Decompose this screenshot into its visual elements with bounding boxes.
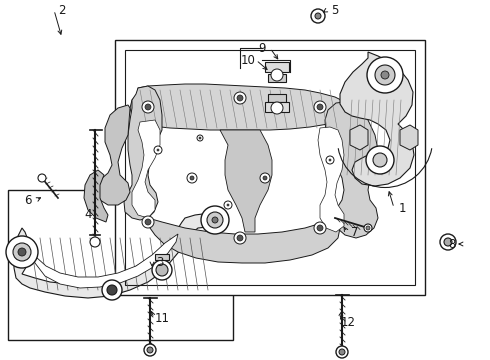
Polygon shape bbox=[148, 218, 340, 263]
Circle shape bbox=[317, 104, 323, 110]
Circle shape bbox=[329, 159, 331, 161]
Circle shape bbox=[154, 146, 162, 154]
Circle shape bbox=[142, 101, 154, 113]
Circle shape bbox=[207, 212, 223, 228]
Polygon shape bbox=[30, 234, 178, 288]
Polygon shape bbox=[340, 52, 414, 186]
Circle shape bbox=[336, 346, 348, 358]
Circle shape bbox=[107, 285, 117, 295]
Circle shape bbox=[375, 65, 395, 85]
Circle shape bbox=[326, 156, 334, 164]
Circle shape bbox=[38, 174, 46, 182]
Text: 4: 4 bbox=[84, 208, 92, 221]
Text: 7: 7 bbox=[351, 225, 359, 238]
Circle shape bbox=[144, 344, 156, 356]
Circle shape bbox=[90, 237, 100, 247]
Circle shape bbox=[142, 216, 154, 228]
Circle shape bbox=[145, 219, 151, 225]
Text: 2: 2 bbox=[58, 4, 66, 17]
Text: 9: 9 bbox=[258, 41, 266, 54]
Circle shape bbox=[197, 135, 203, 141]
Circle shape bbox=[381, 71, 389, 79]
Text: 11: 11 bbox=[154, 311, 170, 324]
Circle shape bbox=[6, 236, 38, 268]
Circle shape bbox=[237, 235, 243, 241]
Polygon shape bbox=[97, 105, 130, 205]
Polygon shape bbox=[325, 102, 378, 238]
Circle shape bbox=[13, 243, 31, 261]
Circle shape bbox=[311, 9, 325, 23]
Circle shape bbox=[271, 102, 283, 114]
Circle shape bbox=[315, 13, 321, 19]
Circle shape bbox=[187, 173, 197, 183]
Circle shape bbox=[234, 232, 246, 244]
Bar bbox=[155, 254, 169, 260]
Circle shape bbox=[234, 92, 246, 104]
Polygon shape bbox=[350, 125, 368, 150]
Circle shape bbox=[157, 149, 159, 151]
Text: 12: 12 bbox=[341, 315, 356, 328]
Circle shape bbox=[156, 264, 168, 276]
Circle shape bbox=[237, 95, 243, 101]
Circle shape bbox=[339, 349, 345, 355]
Polygon shape bbox=[84, 170, 108, 222]
Circle shape bbox=[444, 238, 452, 246]
Polygon shape bbox=[14, 213, 228, 298]
Text: 10: 10 bbox=[241, 54, 255, 67]
Circle shape bbox=[260, 173, 270, 183]
Polygon shape bbox=[132, 120, 160, 218]
Circle shape bbox=[317, 225, 323, 231]
Bar bbox=[265, 62, 289, 72]
Text: 3: 3 bbox=[156, 256, 164, 269]
Circle shape bbox=[440, 234, 456, 250]
Bar bbox=[268, 74, 286, 82]
Polygon shape bbox=[400, 125, 418, 150]
Circle shape bbox=[366, 226, 370, 230]
Circle shape bbox=[102, 280, 122, 300]
Circle shape bbox=[201, 206, 229, 234]
Text: 6: 6 bbox=[24, 194, 32, 207]
Bar bbox=[268, 94, 286, 102]
Circle shape bbox=[271, 69, 283, 81]
Circle shape bbox=[227, 204, 229, 206]
Circle shape bbox=[18, 248, 26, 256]
Circle shape bbox=[145, 104, 151, 110]
Bar bbox=[125, 50, 415, 285]
Circle shape bbox=[364, 224, 372, 232]
Bar bbox=[115, 40, 425, 295]
Circle shape bbox=[263, 176, 267, 180]
Text: 8: 8 bbox=[448, 238, 456, 251]
Polygon shape bbox=[318, 127, 344, 232]
Circle shape bbox=[199, 137, 201, 139]
Circle shape bbox=[212, 217, 218, 223]
Bar bbox=[8, 190, 233, 340]
Polygon shape bbox=[220, 130, 272, 232]
Bar bbox=[265, 102, 289, 112]
Text: 5: 5 bbox=[331, 4, 339, 17]
Circle shape bbox=[147, 347, 153, 353]
Circle shape bbox=[314, 222, 326, 234]
Circle shape bbox=[190, 176, 194, 180]
Text: 1: 1 bbox=[398, 202, 406, 215]
Circle shape bbox=[367, 57, 403, 93]
Polygon shape bbox=[124, 86, 162, 220]
Polygon shape bbox=[130, 84, 350, 130]
Circle shape bbox=[152, 260, 172, 280]
Circle shape bbox=[366, 146, 394, 174]
Circle shape bbox=[224, 201, 232, 209]
Circle shape bbox=[314, 101, 326, 113]
Circle shape bbox=[373, 153, 387, 167]
